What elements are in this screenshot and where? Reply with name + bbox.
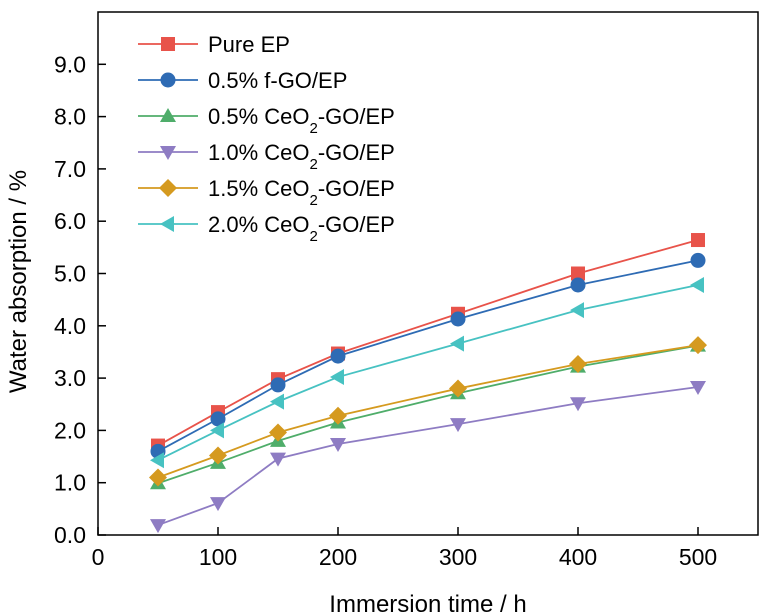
legend-label: 0.5% CeO2-GO/EP [208,104,395,137]
y-axis-label: Water absorption / % [5,170,32,393]
data-point [270,452,286,467]
data-point [330,369,344,386]
data-point [690,277,704,294]
x-tick-label: 300 [439,544,477,570]
data-point [689,336,707,355]
y-tick-label: 5.0 [54,261,86,287]
x-tick-label: 0 [92,544,105,570]
legend-label: Pure EP [208,32,290,57]
data-point [269,423,287,442]
legend-marker [161,37,175,51]
legend-marker [160,146,176,160]
data-point [570,277,586,293]
y-tick-label: 0.0 [54,522,86,548]
legend-entry: Pure EP [138,32,290,57]
y-tick-label: 8.0 [54,104,86,130]
series-line [157,344,699,485]
plot-frame [97,11,759,536]
series-line [157,259,699,453]
series-3 [150,337,706,490]
data-point [329,406,347,425]
data-point [450,418,466,433]
data-point [570,302,584,319]
data-point [210,497,226,512]
series-5 [149,336,707,487]
data-point [570,397,586,412]
data-point [270,393,284,410]
y-tick-label: 2.0 [54,417,86,443]
data-point [690,252,706,268]
x-axis-ticks: 0 100 200 300 400 500 [92,527,717,570]
x-axis-label: Immersion time / h [329,591,526,616]
axes [97,11,759,536]
legend-entry: 1.0% CeO2-GO/EP [138,140,395,173]
data-point [149,468,167,487]
legend: Pure EP 0.5% f-GO/EP 0.5% CeO2-GO/EP1.0% C… [138,32,395,245]
x-tick-label: 200 [319,544,357,570]
series-2 [150,252,706,459]
y-tick-label: 9.0 [54,51,86,77]
legend-entry: 0.5% f-GO/EP [138,68,347,93]
legend-entry: 2.0% CeO2-GO/EP [138,212,395,245]
series-1 [151,233,705,453]
plot-area [149,233,707,534]
data-point [150,519,166,534]
data-point [150,452,164,469]
legend-label: 0.5% f-GO/EP [208,68,347,93]
series-6 [150,277,704,469]
data-point [449,379,467,398]
x-tick-label: 100 [199,544,237,570]
data-point [691,233,705,248]
legend-entry: 1.5% CeO2-GO/EP [138,176,395,209]
y-tick-label: 4.0 [54,313,86,339]
legend-marker [160,72,176,88]
legend-entry: 0.5% CeO2-GO/EP [138,104,395,137]
legend-marker [160,108,176,122]
y-tick-label: 7.0 [54,156,86,182]
data-point [210,422,224,439]
legend-marker [159,179,177,197]
data-point [330,437,346,452]
x-tick-label: 400 [559,544,597,570]
data-point [270,377,286,393]
data-point [690,380,706,395]
legend-marker [160,216,174,232]
y-tick-label: 3.0 [54,365,86,391]
series-4 [150,380,706,534]
y-tick-label: 6.0 [54,208,86,234]
legend-label: 2.0% CeO2-GO/EP [208,212,395,245]
data-point [330,348,346,364]
data-point [569,354,587,373]
y-axis-ticks: 0.0 1.0 2.0 3.0 4.0 5.0 6.0 7.0 8.0 9.0 [54,51,106,548]
series-line [157,239,699,447]
data-point [209,446,227,465]
data-point [210,411,226,427]
x-tick-label: 500 [679,544,717,570]
legend-label: 1.5% CeO2-GO/EP [208,176,395,209]
series-line [157,284,699,462]
data-point [571,266,585,281]
series-line [157,344,699,479]
y-tick-label: 1.0 [54,470,86,496]
data-point [450,311,466,327]
data-point [450,335,464,352]
legend-label: 1.0% CeO2-GO/EP [208,140,395,173]
